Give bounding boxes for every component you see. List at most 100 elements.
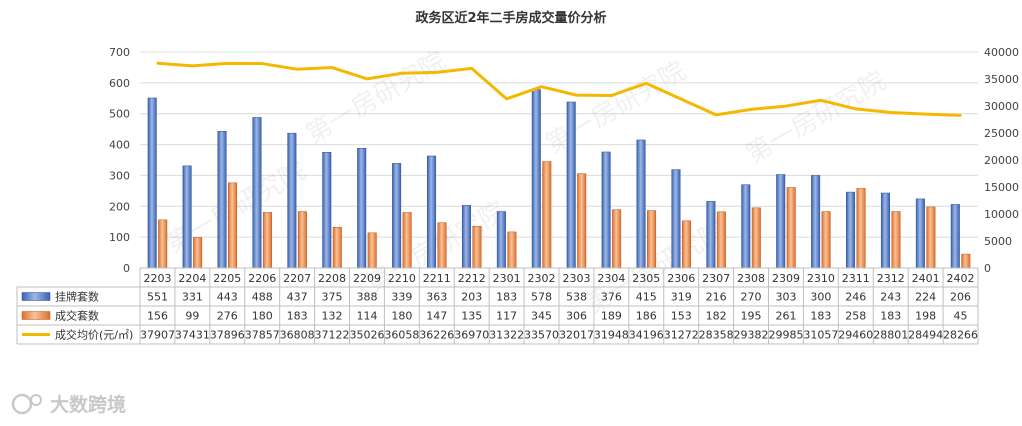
cell-value: 37122 [315,329,350,342]
right-tick-label: 15000 [984,181,1019,194]
cell-value: 183 [496,291,517,304]
price-point-2309 [784,104,788,108]
cell-value: 363 [426,291,447,304]
category-label-2307: 2307 [702,272,730,285]
cell-value: 443 [217,291,238,304]
category-label-2208: 2208 [318,272,346,285]
category-label-2212: 2212 [458,272,486,285]
cell-value: 29460 [838,329,873,342]
bar-listing-2308 [741,184,751,269]
price-point-2402 [959,114,962,117]
category-label-2306: 2306 [667,272,695,285]
cell-value: 488 [252,291,273,304]
footer-logo: 大数跨境 [11,393,126,416]
price-point-2208 [330,66,334,69]
category-label-2310: 2310 [807,272,835,285]
cell-value: 306 [566,310,587,323]
price-line [156,61,962,117]
cell-value: 156 [147,310,168,323]
left-tick-label: 400 [109,139,130,152]
left-tick-label: 200 [109,200,130,213]
bar-deal-2203 [158,219,168,269]
bar-deal-2210 [402,212,412,269]
cell-value: 180 [391,310,412,323]
bar-deal-2205 [228,182,238,269]
cell-value: 183 [287,310,308,323]
cell-value: 198 [915,310,936,323]
cell-value: 551 [147,291,168,304]
bar-deal-2206 [262,212,272,269]
category-label-2206: 2206 [248,272,276,285]
bar-deal-2305 [647,210,657,269]
bar-listing-2303 [566,101,576,269]
bar-listing-2203 [147,97,157,269]
bar-listing-2204 [182,165,192,269]
category-label-2312: 2312 [877,272,905,285]
price-point-2302 [540,85,543,88]
price-point-2205 [226,62,229,65]
cell-value: 29985 [768,329,803,342]
cell-value: 29382 [734,329,769,342]
category-label-2203: 2203 [143,272,171,285]
bar-deal-2207 [297,211,307,269]
bar-deal-2312 [891,211,901,269]
right-tick-label: 30000 [984,100,1019,113]
cell-value: 183 [880,310,901,323]
right-tick-label: 10000 [984,208,1019,221]
bar-listing-2206 [252,117,262,269]
cell-value: 45 [954,310,968,323]
bar-listing-2211 [427,155,437,269]
price-point-2211 [435,71,438,74]
cell-value: 300 [810,291,831,304]
cell-value: 538 [566,291,587,304]
right-tick-label: 35000 [984,73,1019,86]
data-table: 2203 2204 2205 2206 2207 2208 2209 2210 2211 2212… [16,267,979,345]
cell-value: 206 [950,291,971,304]
price-point-2212 [470,67,473,70]
bars [147,89,971,269]
right-tick-label: 0 [984,262,991,275]
legend-label-price: 成交均价(元/㎡) [55,328,133,342]
cell-value: 276 [217,310,238,323]
category-label-2401: 2401 [912,272,940,285]
cell-value: 216 [706,291,727,304]
category-label-2204: 2204 [178,272,206,285]
bar-deal-2301 [507,231,517,269]
cell-value: 182 [706,310,727,323]
category-label-2308: 2308 [737,272,765,285]
left-tick-label: 600 [109,77,130,90]
category-label-2302: 2302 [528,272,556,285]
legend-swatch-listing [21,292,51,301]
bar-deal-2402 [961,253,971,269]
left-tick-label: 500 [109,108,130,121]
bar-deal-2307 [716,211,726,269]
cell-value: 180 [252,310,273,323]
category-label-2303: 2303 [562,272,590,285]
cell-value: 303 [775,291,796,304]
cell-value: 28494 [908,329,943,342]
bar-listing-2305 [636,139,646,269]
cell-value: 36808 [280,329,315,342]
cell-value: 388 [356,291,377,304]
bar-listing-2207 [287,132,297,269]
cell-value: 31322 [489,329,524,342]
gridlines [140,51,978,269]
cell-value: 319 [671,291,692,304]
bar-listing-2310 [811,175,821,269]
cell-value: 246 [845,291,866,304]
bar-listing-2307 [706,201,716,269]
bar-deal-2401 [926,206,936,269]
price-point-2209 [365,77,369,81]
bar-listing-2311 [846,191,856,269]
cell-value: 28801 [873,329,908,342]
price-point-2204 [191,64,194,68]
bar-deal-2208 [332,227,342,269]
cell-value: 203 [461,291,482,304]
category-label-2309: 2309 [772,272,800,285]
cell-value: 34196 [629,329,664,342]
bar-listing-2210 [392,163,402,269]
bar-listing-2312 [880,192,890,269]
category-label-2207: 2207 [283,272,311,285]
cell-value: 258 [845,310,866,323]
